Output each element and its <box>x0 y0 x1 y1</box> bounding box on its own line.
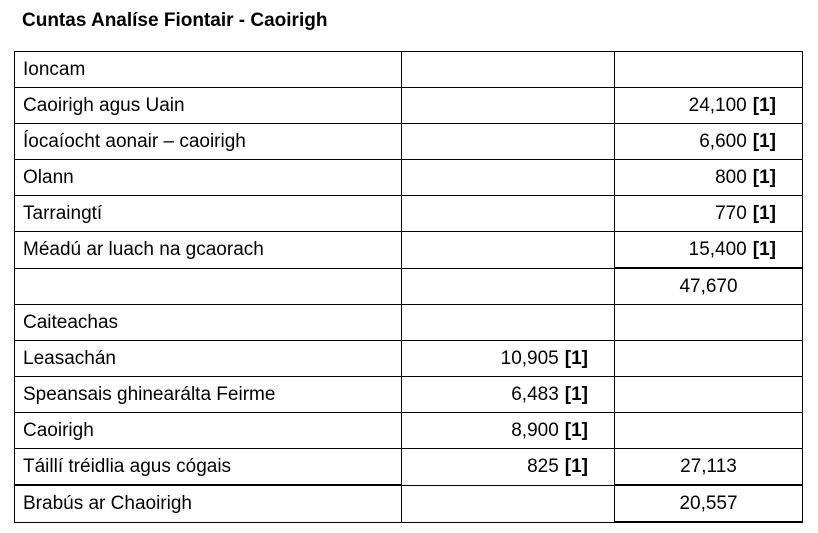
row-label: Caoirigh agus Uain <box>14 87 402 124</box>
table-row: Speansais ghinearálta Feirme 6,483 [1] <box>14 376 803 413</box>
table-row: Tarraingtí 770 [1] <box>14 195 803 232</box>
table-row: 47,670 <box>14 267 803 305</box>
table-row: Caiteachas <box>14 304 803 341</box>
total-amount: 47,670 <box>679 275 738 297</box>
total-amount-cell: 47,670 <box>614 267 803 305</box>
row-label: Íocaíocht aonair – caoirigh <box>14 123 402 160</box>
total-amount: 20,557 <box>679 492 738 514</box>
mark-allocation: [1] <box>752 130 776 152</box>
expense-amount: 8,900 <box>511 419 559 441</box>
expense-amount-cell: 6,483 [1] <box>401 376 615 413</box>
table-row: Caoirigh 8,900 [1] <box>14 412 803 449</box>
income-amount-cell <box>614 412 803 449</box>
expense-amount: 825 <box>527 455 559 477</box>
expense-amount-cell <box>401 304 615 341</box>
expense-amount-cell: 10,905 [1] <box>401 340 615 377</box>
expense-amount-cell <box>401 195 615 232</box>
enterprise-account-table: Ioncam Caoirigh agus Uain 24,100 [1] Íocaíoc… <box>14 51 803 523</box>
expense-amount-cell <box>401 159 615 196</box>
total-amount: 27,113 <box>680 455 737 477</box>
mark-allocation: [1] <box>752 238 776 260</box>
expense-amount: 6,483 <box>511 383 559 405</box>
income-amount-cell <box>614 51 803 88</box>
income-amount-cell <box>614 376 803 413</box>
table-row: Íocaíocht aonair – caoirigh 6,600 [1] <box>14 123 803 160</box>
row-label: Méadú ar luach na gcaorach <box>14 231 402 269</box>
income-amount: 770 <box>715 202 747 224</box>
row-label: Caiteachas <box>14 304 402 341</box>
mark-allocation: [1] <box>564 347 588 369</box>
mark-allocation: [1] <box>752 166 776 188</box>
expense-amount-cell <box>401 51 615 88</box>
expense-amount-cell <box>401 484 615 523</box>
table-row: Olann 800 [1] <box>14 159 803 196</box>
expense-amount-cell: 825 [1] <box>401 448 615 486</box>
mark-allocation: [1] <box>564 455 588 477</box>
row-label: Speansais ghinearálta Feirme <box>14 376 402 413</box>
income-amount-cell <box>614 340 803 377</box>
income-amount: 6,600 <box>699 130 747 152</box>
mark-allocation: [1] <box>752 94 776 116</box>
table-row: Leasachán 10,905 [1] <box>14 340 803 377</box>
page-title: Cuntas Analíse Fiontair - Caoirigh <box>22 10 328 31</box>
table-row: Ioncam <box>14 51 803 88</box>
total-amount-cell: 27,113 <box>614 448 803 486</box>
row-label: Tarraingtí <box>14 195 402 232</box>
income-amount-cell: 24,100 [1] <box>614 87 803 124</box>
expense-amount-cell <box>401 231 615 269</box>
row-label: Leasachán <box>14 340 402 377</box>
expense-amount-cell <box>401 267 615 305</box>
table-row: Méadú ar luach na gcaorach 15,400 [1] <box>14 231 803 269</box>
expense-amount-cell <box>401 87 615 124</box>
income-amount: 24,100 <box>688 94 747 116</box>
mark-allocation: [1] <box>564 419 588 441</box>
table-row: Táillí tréidlia agus cógais 825 [1] 27,113 <box>14 448 803 486</box>
income-amount: 15,400 <box>688 238 747 260</box>
mark-allocation: [1] <box>564 383 588 405</box>
row-label: Táillí tréidlia agus cógais <box>14 448 402 486</box>
income-amount: 800 <box>715 166 747 188</box>
row-label: Ioncam <box>14 51 402 88</box>
income-amount-cell: 15,400 [1] <box>614 231 803 269</box>
income-amount-cell: 770 [1] <box>614 195 803 232</box>
row-label: Olann <box>14 159 402 196</box>
row-label: Brabús ar Chaoirigh <box>14 484 402 523</box>
table-row: Caoirigh agus Uain 24,100 [1] <box>14 87 803 124</box>
expense-amount-cell <box>401 123 615 160</box>
row-label <box>14 267 402 305</box>
table-row: Brabús ar Chaoirigh 20,557 <box>14 484 803 523</box>
income-amount-cell <box>614 304 803 341</box>
row-label: Caoirigh <box>14 412 402 449</box>
expense-amount: 10,905 <box>500 347 559 369</box>
mark-allocation: [1] <box>752 202 776 224</box>
income-amount-cell: 6,600 [1] <box>614 123 803 160</box>
income-amount-cell: 800 [1] <box>614 159 803 196</box>
total-amount-cell: 20,557 <box>614 484 803 523</box>
expense-amount-cell: 8,900 [1] <box>401 412 615 449</box>
